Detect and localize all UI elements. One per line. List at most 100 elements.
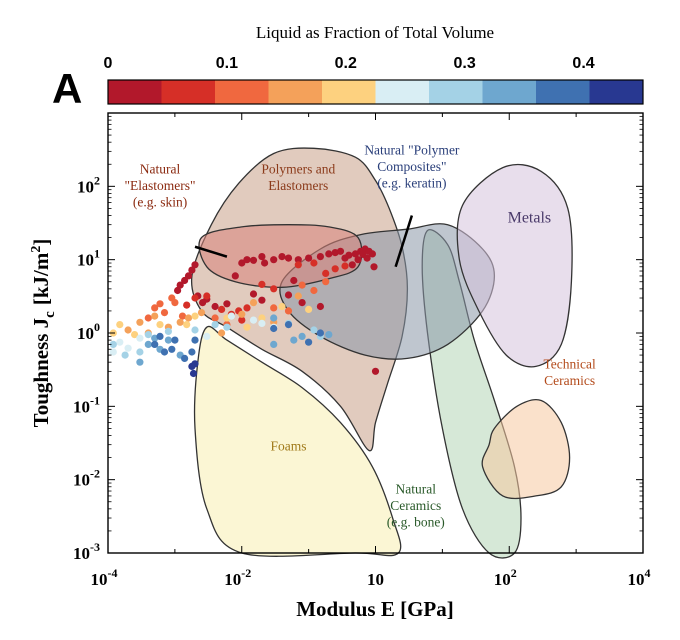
data-point bbox=[188, 266, 196, 274]
data-point bbox=[270, 324, 278, 333]
data-point bbox=[305, 254, 313, 262]
data-point bbox=[278, 302, 286, 311]
data-point bbox=[270, 314, 278, 322]
data-point bbox=[258, 296, 266, 304]
region-label-natural-ceramics: Ceramics bbox=[390, 498, 441, 513]
data-point bbox=[243, 256, 251, 264]
data-point bbox=[156, 300, 164, 308]
region-label-polymers-and-elastomers: Elastomers bbox=[268, 178, 328, 193]
x-tick-label: 10-2 bbox=[224, 566, 251, 589]
colorbar-cell bbox=[268, 80, 323, 104]
data-point bbox=[298, 332, 306, 340]
data-point bbox=[284, 254, 293, 262]
data-point bbox=[121, 351, 129, 359]
data-point bbox=[331, 265, 339, 273]
data-point bbox=[211, 321, 219, 329]
colorbar-cell bbox=[322, 80, 376, 104]
panel-label: A bbox=[52, 65, 82, 112]
data-point bbox=[109, 340, 117, 348]
region-labels: Polymers and Elastomers Natural "Elastomers… bbox=[125, 143, 596, 530]
data-point bbox=[270, 285, 278, 293]
data-point bbox=[156, 332, 164, 340]
region-label-natural-ceramics: Natural bbox=[396, 481, 437, 496]
data-point bbox=[341, 262, 349, 270]
data-point bbox=[191, 360, 199, 368]
data-point bbox=[325, 331, 333, 339]
data-point bbox=[191, 336, 199, 344]
data-point bbox=[136, 348, 144, 356]
region-label-natural-polymer-composites: Composites" bbox=[377, 159, 446, 174]
data-point bbox=[144, 331, 152, 339]
y-axis-label-main: Toughness J bbox=[29, 318, 53, 428]
data-point bbox=[310, 259, 318, 267]
data-point bbox=[160, 309, 169, 317]
data-point bbox=[176, 281, 184, 289]
region-label-natural-elastomers: (e.g. skin) bbox=[133, 194, 187, 209]
colorbar-cell bbox=[215, 80, 269, 104]
data-point bbox=[322, 278, 330, 286]
data-point bbox=[290, 276, 298, 285]
data-point bbox=[151, 304, 159, 312]
data-point bbox=[136, 358, 144, 366]
region-metals bbox=[456, 163, 573, 368]
data-point bbox=[136, 318, 144, 326]
data-point bbox=[249, 290, 258, 298]
data-point bbox=[131, 331, 139, 339]
data-point bbox=[243, 323, 251, 331]
data-point bbox=[371, 367, 380, 375]
x-tick-label: 10-4 bbox=[91, 566, 118, 589]
data-point bbox=[294, 292, 302, 300]
data-point bbox=[168, 345, 176, 353]
data-point bbox=[270, 340, 278, 348]
data-point bbox=[136, 334, 144, 342]
data-point bbox=[191, 326, 199, 334]
data-point bbox=[178, 312, 187, 320]
data-point bbox=[258, 280, 266, 288]
data-point bbox=[305, 305, 313, 313]
data-point bbox=[322, 269, 330, 277]
data-point bbox=[316, 329, 324, 337]
data-point bbox=[164, 327, 172, 335]
colorbar-title: Liquid as Fraction of Total Volume bbox=[256, 23, 494, 42]
y-axis-ticks: 10-3 10-2 10-1 100 101 102 bbox=[73, 112, 643, 563]
x-tick-label: 10 bbox=[367, 570, 384, 589]
data-point bbox=[191, 312, 199, 320]
data-point bbox=[336, 247, 345, 255]
data-point bbox=[184, 272, 193, 280]
colorbar-cell bbox=[536, 80, 590, 104]
data-point bbox=[181, 354, 189, 362]
region-technical-ceramics bbox=[481, 398, 571, 500]
data-point bbox=[370, 263, 378, 271]
data-point bbox=[298, 281, 306, 289]
data-point bbox=[368, 250, 376, 258]
data-point bbox=[189, 369, 198, 378]
data-point bbox=[109, 348, 117, 356]
data-point bbox=[197, 309, 206, 317]
region-label-natural-ceramics: (e.g. bone) bbox=[387, 514, 445, 529]
data-point bbox=[310, 326, 318, 334]
data-point bbox=[284, 291, 293, 299]
data-point bbox=[174, 286, 182, 295]
data-point bbox=[284, 321, 293, 329]
data-point bbox=[144, 340, 152, 348]
data-point bbox=[223, 323, 231, 331]
data-point bbox=[354, 256, 362, 264]
x-tick-label: 102 bbox=[494, 566, 517, 589]
data-point bbox=[151, 340, 159, 348]
data-point bbox=[243, 304, 251, 312]
region-label-polymers-and-elastomers: Polymers and bbox=[261, 161, 335, 176]
data-point bbox=[238, 316, 246, 324]
y-tick-label: 10-2 bbox=[73, 467, 100, 490]
data-point bbox=[124, 326, 132, 334]
data-point bbox=[238, 310, 246, 318]
data-point bbox=[345, 251, 353, 259]
colorbar-cell bbox=[108, 80, 162, 104]
data-point bbox=[223, 300, 231, 308]
data-point bbox=[191, 294, 199, 302]
region-label-natural-elastomers: "Elastomers" bbox=[125, 178, 196, 193]
leader-line bbox=[394, 215, 414, 268]
y-tick-label: 10-3 bbox=[73, 540, 100, 563]
colorbar bbox=[107, 79, 644, 105]
data-point bbox=[270, 256, 278, 264]
